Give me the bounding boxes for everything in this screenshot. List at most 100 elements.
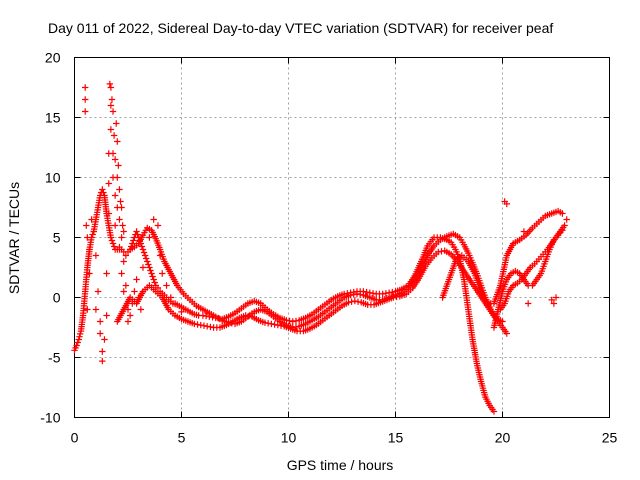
data-point [114, 174, 121, 181]
data-point [118, 270, 125, 277]
data-point [149, 273, 156, 280]
data-point [105, 180, 112, 187]
data-point [159, 270, 166, 277]
data-point [140, 249, 148, 256]
data-point [147, 267, 154, 274]
data-point [490, 408, 498, 415]
data-point [111, 222, 119, 229]
data-point [133, 276, 140, 283]
data-point [82, 84, 89, 91]
data-point [122, 282, 130, 289]
data-point [292, 317, 300, 325]
data-point [106, 80, 114, 88]
x-tick-label: 10 [281, 430, 297, 446]
data-point [129, 300, 136, 307]
y-tick-label: 20 [45, 50, 61, 66]
data-point [111, 156, 119, 163]
data-point [124, 318, 132, 325]
data-marks [71, 80, 570, 415]
data-point [561, 222, 568, 229]
data-point [503, 200, 510, 208]
data-point [116, 216, 123, 223]
data-point [139, 264, 147, 271]
data-point [86, 270, 93, 277]
data-point [116, 186, 123, 193]
data-point [116, 246, 123, 253]
data-point [84, 306, 91, 313]
data-point [103, 270, 110, 277]
data-point [130, 237, 137, 244]
data-point [108, 237, 116, 244]
data-point [108, 96, 116, 103]
data-point [107, 126, 115, 133]
data-point [552, 294, 560, 301]
data-point [137, 306, 145, 313]
series-track-d [439, 207, 566, 307]
data-point [107, 84, 115, 91]
data-point [131, 288, 138, 295]
data-point [107, 102, 115, 109]
y-tick-label: 0 [53, 290, 61, 306]
data-point [88, 216, 95, 223]
data-point [524, 300, 532, 307]
data-point [89, 231, 96, 238]
x-tick-label: 15 [388, 430, 404, 446]
data-point [148, 270, 155, 277]
series-track-f [490, 227, 566, 331]
data-point [96, 318, 104, 325]
data-point [154, 284, 162, 292]
data-point [138, 243, 146, 250]
data-point [92, 306, 100, 313]
data-point [105, 210, 112, 217]
data-point [90, 228, 97, 235]
data-point [197, 321, 204, 329]
data-point [548, 296, 555, 304]
data-point [115, 162, 122, 169]
data-point [550, 300, 558, 307]
data-point [133, 228, 140, 235]
y-tick-label: -10 [40, 410, 60, 426]
data-point [150, 276, 157, 283]
grid-lines [74, 57, 610, 418]
data-point [178, 308, 185, 316]
data-point [363, 288, 370, 296]
data-point [146, 234, 153, 241]
data-point [74, 339, 81, 346]
data-point [146, 264, 153, 271]
data-point [126, 312, 134, 319]
data-point [351, 297, 359, 305]
series-track-e [497, 222, 568, 313]
data-point [150, 216, 157, 223]
data-point [114, 138, 121, 145]
data-point [141, 252, 149, 259]
data-point [82, 96, 89, 103]
data-point [167, 294, 174, 301]
data-point [120, 288, 127, 295]
data-point [118, 234, 125, 241]
data-point [109, 108, 117, 115]
data-point [103, 312, 110, 319]
data-point [109, 150, 117, 157]
data-point [559, 227, 566, 234]
data-point [135, 294, 142, 301]
y-tick-label: 10 [45, 170, 61, 186]
data-point [86, 246, 93, 253]
y-tick-label: 15 [45, 110, 61, 126]
data-point [76, 333, 83, 340]
y-axis-label: SDTVAR / TECUs [6, 182, 22, 294]
data-point [92, 252, 100, 259]
chart-title: Day 011 of 2022, Sidereal Day-to-day VTE… [48, 20, 553, 36]
data-point [84, 234, 91, 241]
series-track-a [71, 186, 498, 415]
data-point [139, 246, 147, 253]
data-point [117, 198, 124, 205]
data-point [154, 222, 162, 229]
data-point [163, 282, 170, 289]
data-point [73, 342, 80, 349]
data-point [559, 210, 566, 217]
data-point [111, 192, 119, 199]
data-point [563, 216, 570, 223]
y-tick-label: -5 [48, 350, 61, 366]
data-point [77, 330, 84, 338]
